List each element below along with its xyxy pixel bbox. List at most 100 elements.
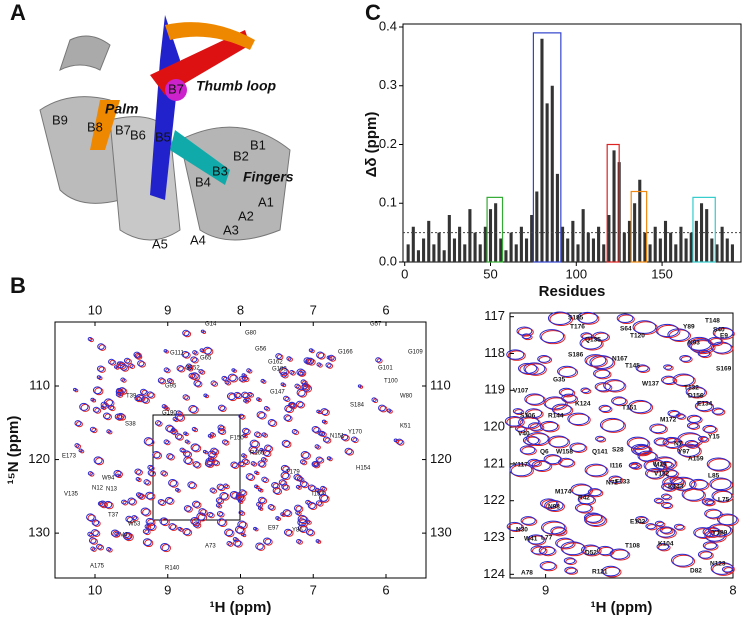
x-tick-label: 0 [401, 266, 408, 281]
y-tick-label: 130 [430, 525, 452, 540]
bar [597, 226, 601, 262]
bar [416, 250, 420, 262]
peak-label: N7 [674, 441, 683, 448]
peak-red [324, 437, 332, 444]
peak-red [240, 377, 247, 383]
peak-blue [561, 393, 577, 403]
peak-red [147, 523, 157, 532]
peak-blue [280, 471, 290, 480]
peak-blue [314, 444, 320, 449]
peak-blue [133, 351, 141, 358]
peak-blue [203, 393, 208, 398]
peak-blue [656, 542, 670, 551]
peak-blue [702, 526, 721, 537]
peak-label: S38 [125, 422, 136, 428]
peak-red [100, 501, 108, 509]
peak-blue [280, 382, 285, 387]
peak-red [259, 497, 268, 505]
peak-label: F133 [615, 479, 630, 486]
peak-red [166, 497, 175, 505]
peak-blue [671, 553, 694, 567]
peak-red [551, 527, 568, 537]
peak-blue [187, 481, 196, 489]
peak-red [662, 502, 674, 510]
peak-blue [157, 498, 165, 506]
peak-blue [296, 538, 302, 544]
peak-blue [708, 523, 732, 537]
peak-blue [675, 413, 685, 419]
peak-red [208, 512, 215, 519]
peak-blue [245, 473, 254, 481]
peak-red [699, 350, 712, 359]
peak-blue [628, 461, 641, 469]
bar [530, 215, 534, 262]
peak-red [723, 567, 735, 574]
peak-red [645, 460, 668, 473]
peak-red [188, 482, 197, 490]
peak-red [189, 406, 199, 414]
peak-blue [320, 485, 326, 491]
peak-blue [315, 500, 323, 506]
peak-blue [182, 394, 189, 400]
x-tick-label: 8 [237, 582, 244, 597]
peak-blue [275, 353, 282, 359]
peak-blue [183, 431, 188, 436]
strand-orange [165, 22, 255, 50]
peak-red [281, 372, 289, 379]
strand-label: B6 [130, 127, 146, 142]
peak-blue [192, 521, 200, 528]
peak-blue [120, 377, 126, 382]
y-tick-label: 119 [484, 382, 505, 397]
peak-blue [704, 508, 722, 519]
highlight-box [692, 196, 716, 263]
peak-red [234, 540, 243, 548]
peak-red [522, 517, 538, 526]
peak-blue [538, 545, 555, 556]
peak-red [610, 476, 624, 485]
bar [576, 244, 580, 262]
peak-label: L75 [718, 497, 730, 504]
peak-blue [89, 426, 97, 433]
peak-blue [233, 391, 241, 399]
peak-blue [241, 391, 249, 399]
peak-blue [697, 550, 713, 559]
peak-blue [222, 439, 228, 445]
peak-red [694, 528, 714, 539]
peak-red [517, 327, 534, 337]
peak-label: D82 [690, 568, 702, 575]
peak-red [161, 471, 169, 477]
peak-blue [393, 438, 398, 443]
peak-red [655, 498, 665, 505]
peak-red [570, 443, 588, 453]
peak-blue [217, 427, 225, 434]
peak-red [329, 355, 337, 362]
peak-blue [246, 368, 251, 373]
peak-blue [315, 539, 320, 543]
peak-red [269, 505, 276, 511]
peak-red [219, 428, 227, 435]
bar [504, 250, 508, 262]
peak-red [145, 438, 155, 447]
bar [663, 220, 668, 262]
peak-red [533, 461, 553, 473]
peak-red [194, 462, 202, 469]
bar [463, 244, 467, 262]
peak-blue [697, 435, 708, 442]
peak-label: E9 [720, 333, 728, 340]
peak-label: Y86 [292, 528, 303, 534]
peak-blue [168, 523, 177, 530]
peak-red [662, 376, 678, 386]
region-label: Thumb loop [196, 78, 277, 94]
peak-red [596, 436, 607, 443]
peak-blue [234, 525, 245, 534]
peak-blue [102, 412, 111, 420]
peak-red [612, 397, 628, 407]
peak-blue [219, 492, 229, 500]
peak-blue [702, 541, 718, 550]
peak-blue [386, 408, 392, 413]
peak-red [98, 344, 107, 351]
peak-blue [114, 413, 123, 420]
peak-blue [592, 331, 609, 341]
bar [540, 38, 544, 262]
peak-label: W137 [642, 381, 659, 388]
